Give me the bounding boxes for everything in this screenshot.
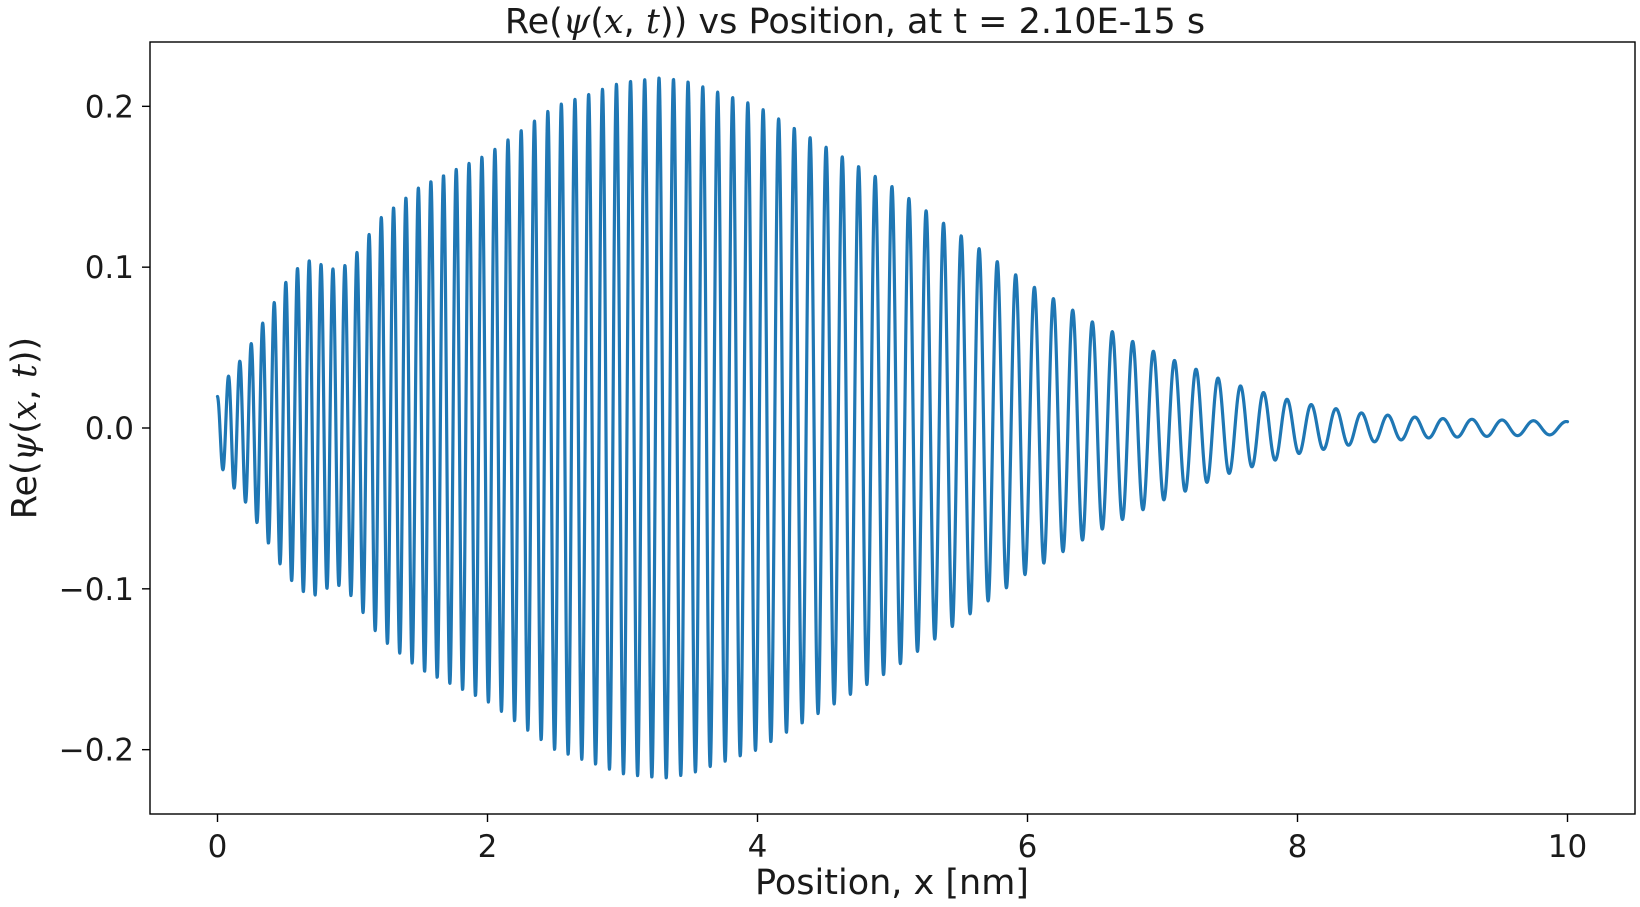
y-axis-label-close: )): [5, 337, 45, 364]
chart-title-comma: ,: [624, 2, 646, 42]
y-axis-label-psi: ψ: [5, 433, 45, 461]
y-tick-label: −0.1: [59, 572, 134, 608]
chart-title-prefix: Re(: [505, 2, 563, 42]
y-tick-label: −0.2: [59, 733, 134, 769]
chart-title-open: (: [590, 2, 604, 42]
y-axis-label-comma: ,: [5, 378, 45, 400]
chart-title: Re(ψ(x, t)) vs Position, at t = 2.10E-15…: [505, 2, 1205, 42]
chart-title-close: )): [660, 2, 687, 42]
y-axis-label-prefix: Re(: [5, 461, 45, 519]
chart-title-psi: ψ: [563, 2, 591, 42]
x-axis-ticks: 0 2 4 6 8 10: [208, 814, 1587, 865]
y-axis-ticks: −0.2 −0.1 0.0 0.1 0.2: [59, 89, 150, 769]
x-tick-label: 10: [1548, 829, 1587, 865]
y-axis-label-open: (: [5, 420, 45, 434]
chart-title-suffix: vs Position, at t = 2.10E-15 s: [687, 2, 1205, 42]
x-tick-label: 6: [1018, 829, 1038, 865]
x-tick-label: 0: [208, 829, 228, 865]
y-tick-label: 0.1: [85, 250, 134, 286]
x-axis-label: Position, x [nm]: [755, 863, 1029, 903]
y-tick-label: 0.0: [85, 411, 134, 447]
x-tick-label: 2: [478, 829, 498, 865]
plot-area: [149, 41, 1636, 815]
x-tick-label: 4: [748, 829, 768, 865]
chart-title-t: t: [646, 2, 661, 42]
chart-title-x: x: [604, 2, 624, 42]
series-line-re-psi: [215, 76, 1570, 780]
y-axis-label-t: t: [5, 363, 45, 378]
y-axis-label: Re(ψ(x, t)): [5, 337, 45, 519]
y-tick-label: 0.2: [85, 89, 134, 125]
x-tick-label: 8: [1288, 829, 1308, 865]
y-axis-label-x: x: [5, 400, 45, 420]
